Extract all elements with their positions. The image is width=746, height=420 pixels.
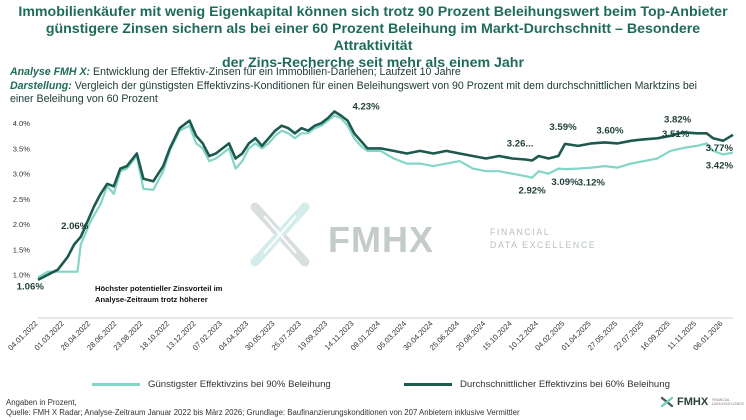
data-label: 3.12% [578,178,606,189]
analyse-label: Analyse FMH X: [10,66,91,78]
y-axis: 1.0% 1.5% 2.0% 2.5% 3.0% 3.5% 4.0% [13,119,31,280]
series-line-1 [37,114,734,279]
legend-item-series-2: Durchschnittlicher Effektivzins bei 60% … [404,379,670,390]
data-label: 3.59% [549,122,577,133]
legend-item-series-1: Günstigster Effektivzins bei 90% Beleihu… [92,379,331,390]
y-tick-label: 1.0% [13,271,31,280]
data-label: 3.26... [507,139,534,150]
series-line-2 [37,110,734,281]
y-tick-label: 3.0% [13,170,31,179]
series-lines [37,110,734,281]
watermark-line-1: FINANCIAL [490,227,550,237]
data-label: 4.23% [352,102,380,113]
y-tick-label: 2.5% [13,195,31,204]
fmhx-watermark: FMHX FINANCIAL DATA EXCELLENCE [250,202,596,267]
annotation-line-1: Höchster potentieller Zinsvorteil im [95,284,223,293]
analyse-subtitle: Analyse FMH X: Entwicklung der Effektiv-… [10,66,710,79]
data-label: 3.09% [551,177,579,188]
logo-tagline-2: DATA EXCELLENCE [712,402,744,406]
logo-tagline: FINANCIAL DATA EXCELLENCE [712,398,746,406]
darstellung-subtitle: Darstellung: Vergleich der günstigsten E… [10,80,710,105]
annotation-line-2: Analyse-Zeitraum trotz höherer [95,295,208,304]
legend-label-series-2: Durchschnittlicher Effektivzins bei 60% … [460,379,670,390]
watermark-line-2: DATA EXCELLENCE [490,240,596,250]
footer-units: Angaben in Prozent, [6,398,77,407]
legend-swatch-series-2 [404,383,452,386]
watermark-x-icon [250,202,310,267]
y-tick-label: 4.0% [13,119,31,128]
analyse-text: Entwicklung der Effektiv-Zinsen für ein … [90,66,461,78]
darstellung-text: Vergleich der günstigsten Effektivzins-K… [10,80,697,105]
chart-headline: Immobilienkäufer mit wenig Eigenkapital … [8,4,738,72]
data-label: 1.06% [17,282,45,293]
logo-x-icon [660,396,674,408]
logo-tagline-1: FINANCIAL [712,398,730,402]
fmhx-logo: FMHX FINANCIAL DATA EXCELLENCE [660,396,746,408]
legend-label-series-1: Günstigster Effektivzins bei 90% Beleihu… [148,379,331,390]
logo-wordmark: FMHX [677,396,709,408]
headline-line-3: der Zins-Recherche seit mehr als einem J… [221,55,524,71]
darstellung-label: Darstellung: [10,80,72,92]
y-tick-label: 1.5% [13,245,31,254]
y-tick-label: 2.0% [13,220,31,229]
headline-line-1: Immobilienkäufer mit wenig Eigenkapital … [18,4,728,20]
data-label: 3.51% [662,129,690,140]
annotation: Höchster potentieller Zinsvorteil im Ana… [95,284,223,304]
data-label: 3.42% [706,160,734,171]
legend-swatch-series-1 [92,383,140,386]
data-label: 2.92% [518,186,546,197]
x-axis: 04.01.202201.03.202226.04.202228.06.2022… [6,317,733,352]
data-label: 3.60% [596,125,624,136]
y-tick-label: 3.5% [13,144,31,153]
watermark-brand: FMHX [328,219,434,260]
data-label: 3.82% [664,114,692,125]
data-labels: 1.06% 2.06% 4.23% 3.26... 2.92% 3.59% 3.09% 3.6… [17,102,734,293]
headline-line-2: günstigere Zinsen sichern als bei einer … [45,21,701,54]
data-label: 2.06% [61,221,89,232]
footer-source: Quelle: FMH X Radar; Analyse-Zeitraum Ja… [6,408,520,417]
data-label: 3.77% [706,143,734,154]
